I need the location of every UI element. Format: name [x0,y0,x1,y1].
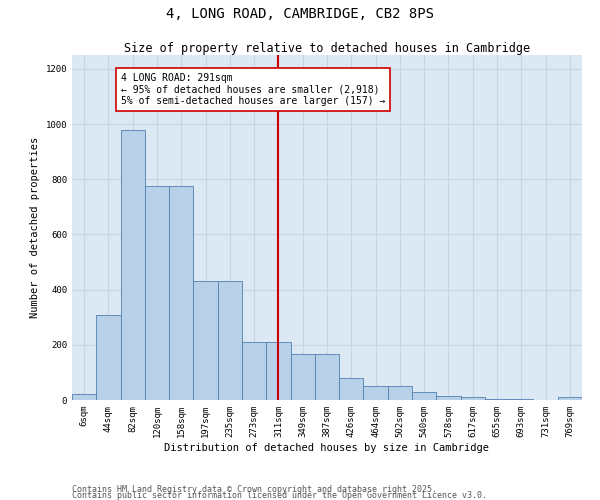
Bar [72,394,96,400]
Text: 4 LONG ROAD: 291sqm
← 95% of detached houses are smaller (2,918)
5% of semi-deta: 4 LONG ROAD: 291sqm ← 95% of detached ho… [121,73,385,106]
Bar [509,398,533,400]
Bar [121,130,145,400]
Bar [315,354,339,400]
Text: Contains public sector information licensed under the Open Government Licence v3: Contains public sector information licen… [72,491,487,500]
Bar [388,386,412,400]
Text: Contains HM Land Registry data © Crown copyright and database right 2025.: Contains HM Land Registry data © Crown c… [72,484,437,494]
Y-axis label: Number of detached properties: Number of detached properties [30,137,40,318]
Bar [436,396,461,400]
Bar [193,282,218,400]
Bar [339,378,364,400]
Bar [461,397,485,400]
Bar [558,397,582,400]
Bar [145,186,169,400]
Bar [218,282,242,400]
Bar [266,342,290,400]
Bar [364,386,388,400]
Bar [96,315,121,400]
X-axis label: Distribution of detached houses by size in Cambridge: Distribution of detached houses by size … [164,442,490,452]
Text: 4, LONG ROAD, CAMBRIDGE, CB2 8PS: 4, LONG ROAD, CAMBRIDGE, CB2 8PS [166,8,434,22]
Title: Size of property relative to detached houses in Cambridge: Size of property relative to detached ho… [124,42,530,55]
Bar [412,392,436,400]
Bar [290,354,315,400]
Bar [169,186,193,400]
Bar [485,398,509,400]
Bar [242,342,266,400]
